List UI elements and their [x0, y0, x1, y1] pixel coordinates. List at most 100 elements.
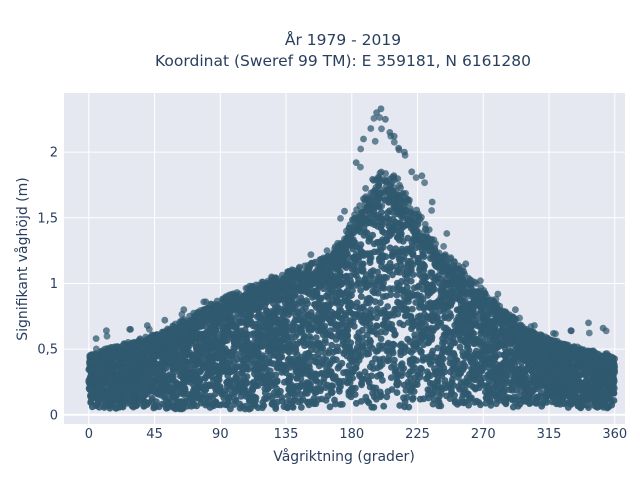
data-point — [380, 284, 388, 292]
data-point — [419, 353, 427, 361]
data-point — [367, 310, 374, 317]
data-point — [476, 341, 484, 348]
data-point — [233, 356, 241, 363]
data-point — [381, 265, 388, 272]
data-point — [357, 293, 365, 300]
data-point — [148, 397, 156, 404]
data-point — [343, 272, 350, 280]
data-point — [298, 298, 306, 305]
data-point — [243, 373, 251, 380]
data-point — [396, 301, 404, 309]
data-point — [363, 339, 370, 347]
data-point — [579, 398, 586, 406]
data-point — [334, 289, 341, 297]
data-point — [581, 390, 589, 398]
data-point — [377, 243, 384, 251]
data-point — [349, 348, 357, 355]
data-point — [211, 332, 219, 339]
data-point — [393, 380, 400, 388]
data-points — [85, 105, 619, 413]
data-point — [450, 293, 457, 301]
data-point — [392, 245, 400, 253]
data-point — [415, 282, 422, 290]
data-point — [379, 228, 386, 235]
data-point — [329, 357, 337, 365]
data-point — [368, 403, 376, 411]
data-point — [524, 365, 532, 372]
data-point — [475, 368, 483, 376]
data-point — [389, 285, 397, 293]
data-point — [516, 380, 524, 388]
data-point — [310, 400, 318, 408]
data-point — [377, 335, 385, 343]
data-point — [459, 391, 467, 399]
data-point — [334, 364, 342, 372]
data-point — [470, 374, 477, 382]
data-point — [200, 337, 208, 345]
data-point — [589, 372, 597, 379]
data-point — [210, 376, 217, 384]
data-point — [299, 396, 307, 403]
data-point — [373, 305, 381, 312]
data-point — [169, 404, 177, 411]
data-point — [279, 312, 287, 320]
data-point — [178, 381, 186, 389]
data-point — [405, 403, 413, 411]
data-point — [508, 366, 515, 374]
data-point — [126, 357, 134, 365]
data-point — [357, 398, 365, 405]
data-point — [227, 377, 235, 384]
data-point — [148, 387, 156, 395]
data-point — [388, 253, 396, 260]
data-point — [190, 400, 198, 407]
data-point — [377, 310, 384, 317]
data-point — [303, 339, 311, 347]
data-point — [231, 384, 239, 392]
data-point — [393, 389, 401, 396]
data-point — [374, 347, 382, 355]
data-point — [495, 342, 503, 350]
data-point — [376, 214, 384, 222]
data-point — [327, 327, 334, 335]
data-point — [369, 344, 376, 352]
data-point — [327, 300, 334, 308]
chart-title-line2: Koordinat (Sweref 99 TM): E 359181, N 61… — [155, 52, 531, 70]
data-point — [409, 362, 416, 369]
data-point — [358, 381, 365, 389]
data-point — [394, 310, 402, 318]
data-point — [329, 388, 336, 396]
data-point — [139, 393, 147, 401]
data-point — [313, 371, 321, 379]
data-point — [344, 373, 352, 380]
data-point — [169, 393, 177, 401]
data-point — [150, 381, 157, 389]
data-point — [373, 322, 381, 330]
data-point — [556, 356, 564, 363]
data-point — [395, 255, 403, 263]
data-point — [407, 313, 414, 321]
data-point — [469, 320, 477, 328]
data-point — [518, 359, 525, 367]
data-point — [422, 280, 430, 287]
data-point — [398, 364, 406, 372]
data-point — [397, 261, 405, 269]
data-point — [322, 371, 330, 379]
data-point — [143, 401, 151, 408]
data-point — [275, 364, 282, 372]
data-point — [315, 310, 323, 318]
data-point — [224, 359, 232, 367]
data-point — [171, 362, 179, 370]
data-point — [336, 401, 344, 408]
data-point — [260, 402, 268, 409]
data-point — [440, 331, 448, 339]
data-point — [88, 403, 96, 411]
data-point — [413, 381, 421, 388]
data-point — [245, 344, 253, 352]
data-point — [374, 289, 382, 297]
chart-title-line1: År 1979 - 2019 — [285, 30, 401, 49]
data-point — [449, 371, 457, 379]
data-point — [376, 299, 384, 307]
data-point — [312, 346, 320, 354]
data-point — [365, 350, 373, 358]
